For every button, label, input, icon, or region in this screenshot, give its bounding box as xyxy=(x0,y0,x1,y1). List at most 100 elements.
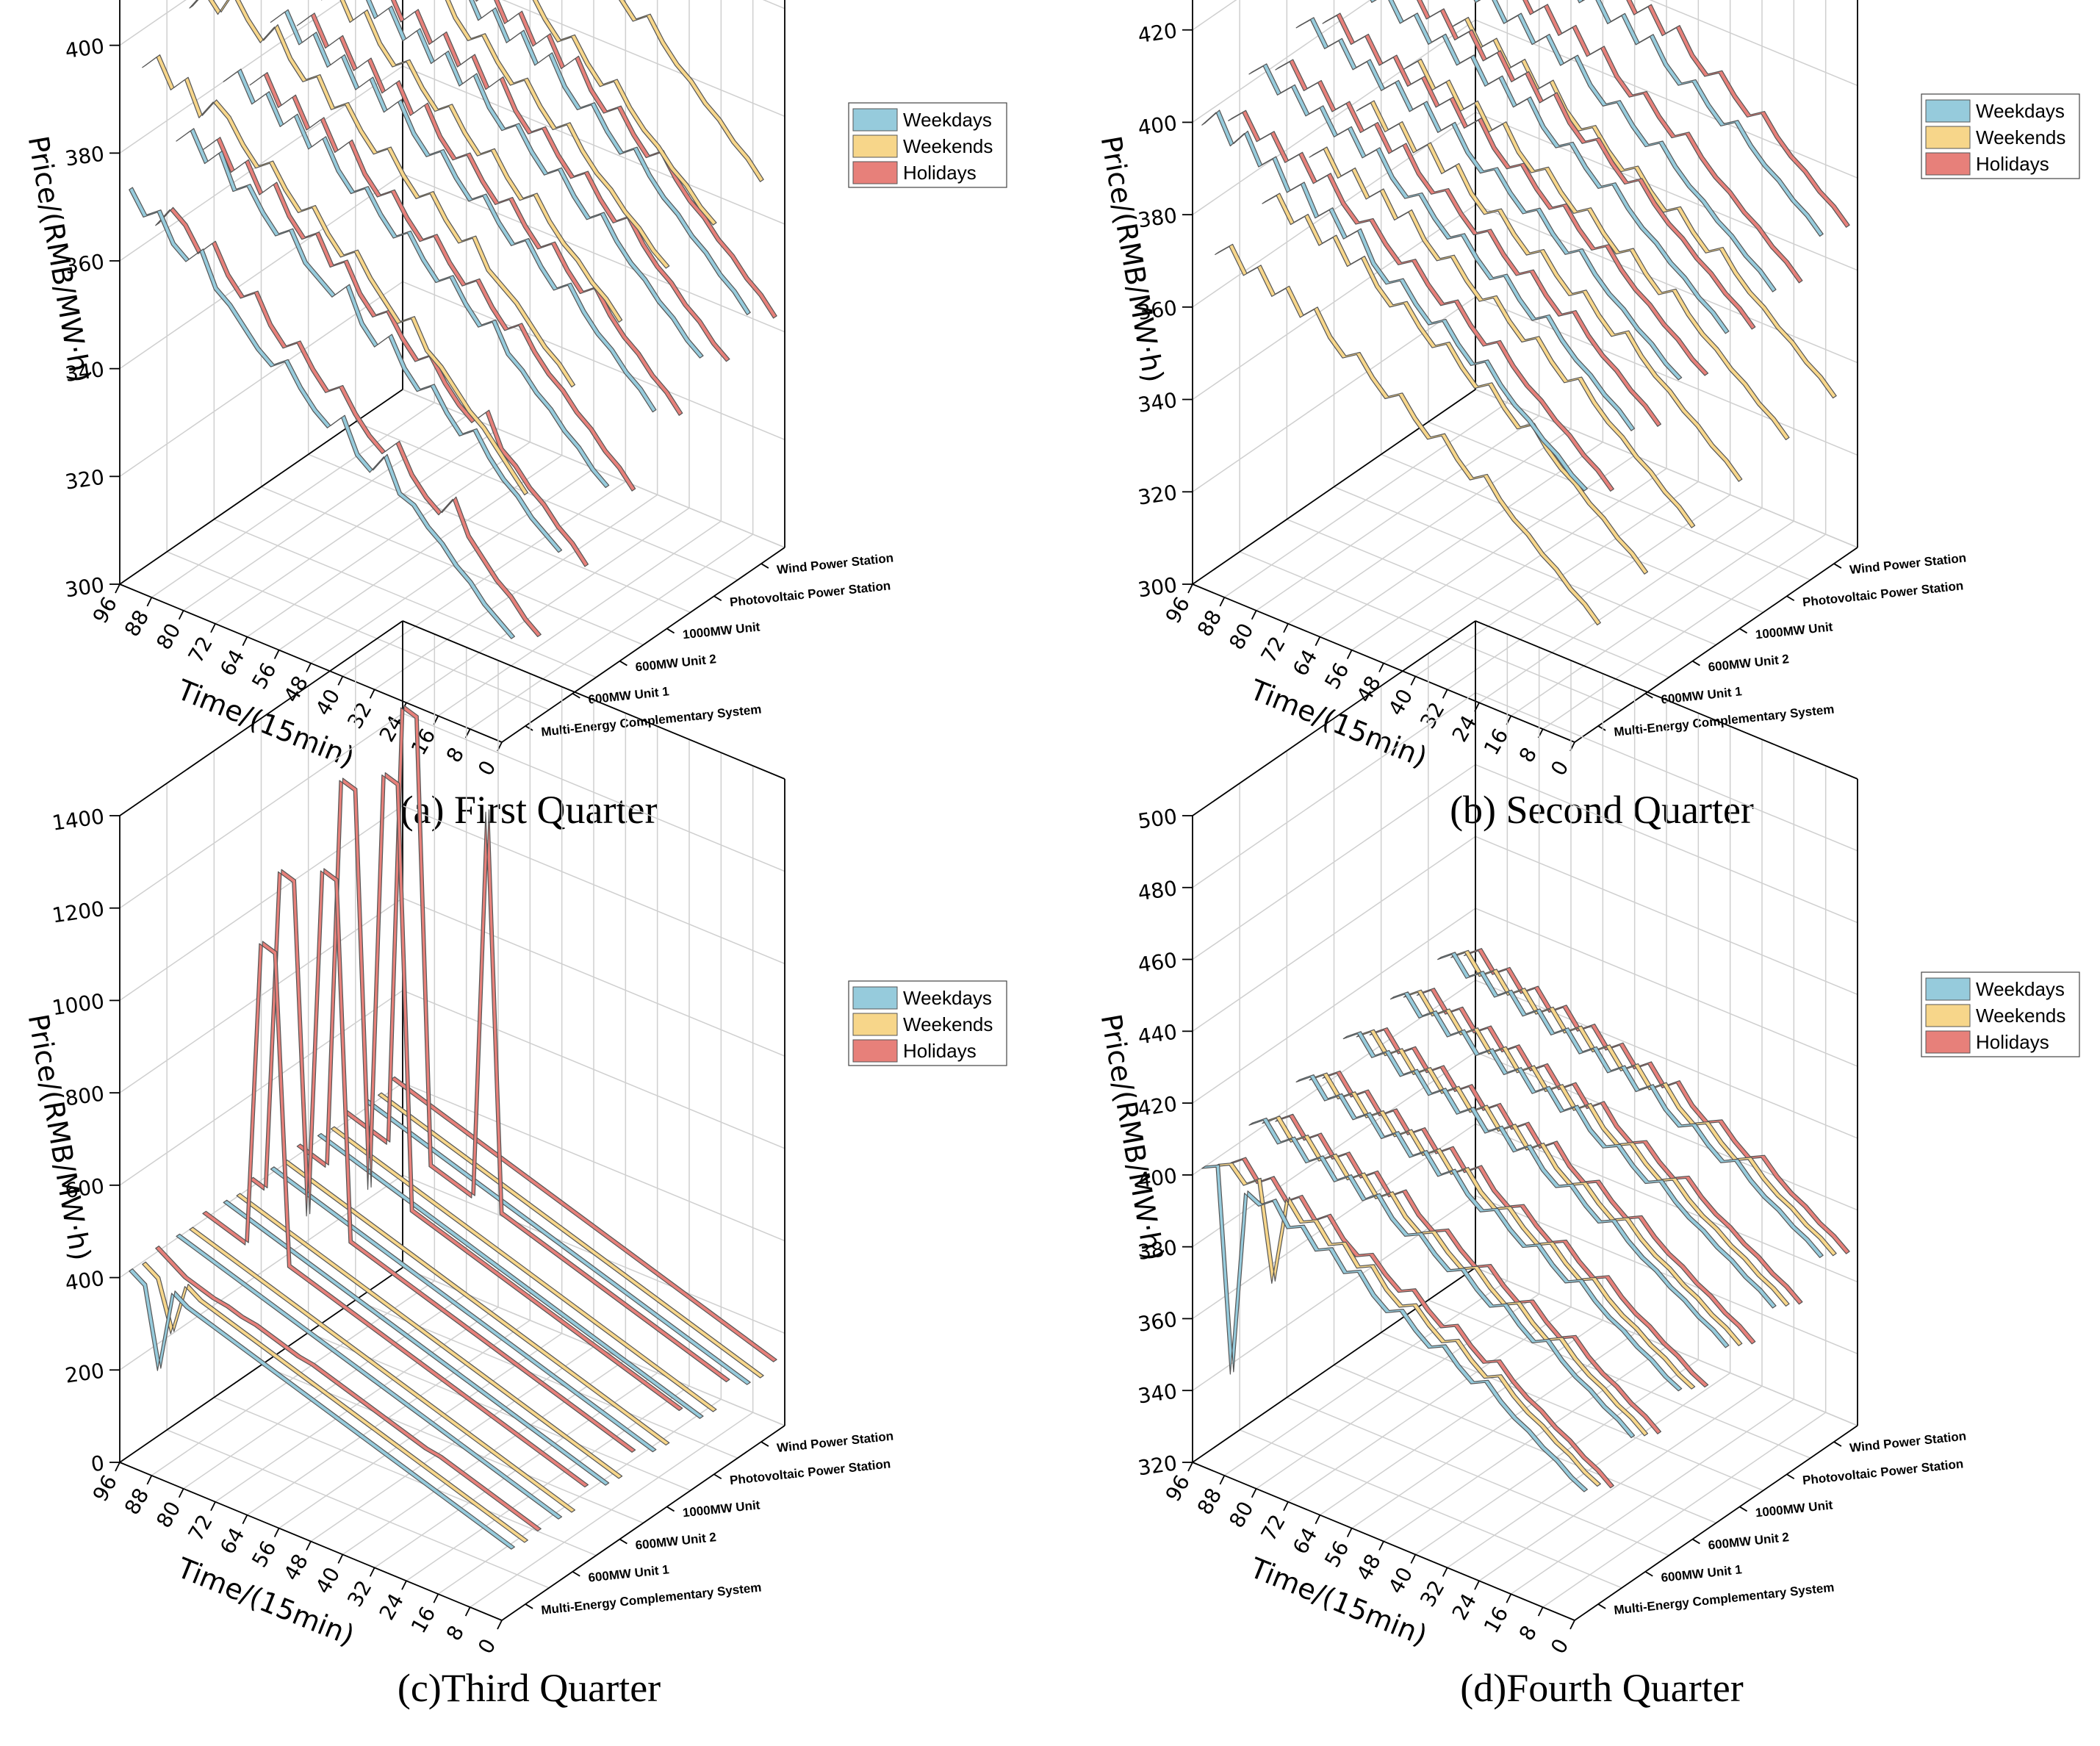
z-tick-label: 480 xyxy=(1136,876,1179,905)
legend-swatch-weekends xyxy=(1925,1004,1971,1027)
x-tick xyxy=(1410,676,1417,686)
chart-panel-2: 3003203403603804004204400816243240485664… xyxy=(1095,0,2080,832)
floor-gridline xyxy=(308,453,691,614)
ribbon-holidays-5 xyxy=(1522,0,1803,284)
x-tick xyxy=(306,663,312,672)
category-label: 600MW Unit 2 xyxy=(635,1530,717,1552)
ribbon-holidays-6 xyxy=(1463,948,1850,1254)
z-tick-label: 420 xyxy=(1136,18,1179,48)
x-tick-label: 40 xyxy=(311,1563,345,1598)
z-tick-label: 420 xyxy=(1136,1091,1179,1121)
axis-line xyxy=(402,620,785,780)
ribbon-holidays-2 xyxy=(1275,1113,1662,1434)
x-tick-label: 88 xyxy=(120,1484,154,1518)
ribbon-weekends-2 xyxy=(1262,193,1649,575)
floor-gridline xyxy=(1381,453,1763,614)
legend-swatch-weekends xyxy=(1925,126,1971,149)
x-tick-label: 16 xyxy=(1479,725,1513,759)
x-tick-label: 80 xyxy=(151,619,185,653)
x-tick xyxy=(1251,610,1257,620)
x-tick-label: 0 xyxy=(1546,756,1573,780)
legend-swatch-weekdays xyxy=(852,108,898,132)
x-tick-label: 32 xyxy=(1415,1576,1449,1611)
legend-label: Holidays xyxy=(903,162,977,184)
wall-gridline xyxy=(1475,112,1858,271)
wall-gridline xyxy=(1475,908,1858,1067)
floor-gridline xyxy=(1428,421,1811,581)
z-tick-label: 1000 xyxy=(51,989,106,1021)
ribbon-weekends-6 xyxy=(378,1092,764,1379)
x-tick-label: 16 xyxy=(406,725,440,759)
x-tick xyxy=(433,1593,439,1603)
category-label: Photovoltaic Power Station xyxy=(729,1456,891,1487)
panel-caption: (c)Third Quarter xyxy=(398,1666,661,1710)
x-tick-label: 88 xyxy=(120,606,154,640)
ribbon-weekdays-5 xyxy=(1473,0,1777,292)
legend-label: Weekends xyxy=(1976,126,2065,148)
wall-gridline xyxy=(1192,204,1476,400)
x-tick-label: 88 xyxy=(1193,1484,1226,1518)
category-tick xyxy=(1786,595,1795,602)
ribbon-holidays-3 xyxy=(1322,1070,1709,1388)
chart-panel-1: 3003203403603804004200816243240485664728… xyxy=(22,0,1007,832)
legend-swatch-holidays xyxy=(1925,1030,1971,1054)
ribbon-weekdays-1 xyxy=(1201,1164,1588,1492)
ribbon-holidays-5 xyxy=(1416,988,1803,1305)
ribbon-weekends-5 xyxy=(330,1126,717,1412)
axes: 3203403603804004204404604805000816243240… xyxy=(1136,620,1967,1658)
ribbon-weekends-4 xyxy=(445,0,670,269)
category-tick xyxy=(713,595,722,602)
wall-gridline xyxy=(1475,836,1858,996)
category-label: 600MW Unit 1 xyxy=(1661,684,1743,706)
ribbon-weekends-5 xyxy=(1403,58,1790,441)
floor-gridline xyxy=(355,421,738,581)
ribbon-holidays-1 xyxy=(155,206,542,638)
z-axis-title: Price/(RMB/MW·h) xyxy=(1095,1012,1170,1263)
floor-gridline xyxy=(1239,1429,1622,1589)
z-tick-label: 300 xyxy=(1136,572,1179,602)
category-tick xyxy=(1739,1506,1748,1512)
floor-gridline xyxy=(261,486,644,646)
ribbon-weekends-5 xyxy=(1403,989,1790,1307)
ribbon-weekends-3 xyxy=(321,0,623,323)
wall-gridline xyxy=(502,0,785,118)
x-tick xyxy=(306,1541,312,1551)
ribbon-weekends-5 xyxy=(532,0,717,226)
wall-gridline xyxy=(1192,908,1476,1104)
legend: Weekdays Weekends Holidays xyxy=(1921,93,2080,179)
x-tick xyxy=(115,1462,121,1472)
axis-line xyxy=(1192,1267,1476,1463)
ribbon-weekdays-6 xyxy=(1437,952,1824,1258)
ribbon-weekends-6 xyxy=(618,0,764,182)
ribbon-holidays-3 xyxy=(249,868,636,1453)
category-tick xyxy=(572,1570,580,1577)
wall-gridline xyxy=(1192,980,1476,1176)
category-tick xyxy=(1644,1570,1653,1577)
x-tick xyxy=(1474,1580,1480,1590)
floor-gridline xyxy=(1334,1364,1716,1524)
ribbon-holidays-5 xyxy=(390,0,730,362)
x-tick-label: 80 xyxy=(1224,1497,1258,1531)
z-tick-label: 320 xyxy=(1136,1451,1179,1480)
wall-gridline xyxy=(1649,0,1858,87)
wall-gridline xyxy=(1475,1195,1858,1354)
ribbon-weekdays-4 xyxy=(270,1166,657,1453)
wall-gridline xyxy=(119,897,403,1093)
category-label: Photovoltaic Power Station xyxy=(729,578,891,609)
axes: 3003203403603804004200816243240485664728… xyxy=(63,0,894,780)
z-tick-label: 320 xyxy=(63,465,106,495)
x-tick-label: 72 xyxy=(1256,632,1290,667)
z-tick-label: 360 xyxy=(1136,295,1179,325)
wall-gridline xyxy=(119,990,403,1186)
x-tick xyxy=(146,597,153,607)
ribbon-holidays-3 xyxy=(249,72,636,492)
category-label: Wind Power Station xyxy=(776,1429,894,1455)
ribbon-holidays-2 xyxy=(202,137,589,567)
x-tick-label: 32 xyxy=(342,698,376,733)
ribbon-weekends-4 xyxy=(1356,100,1743,482)
wall-gridline xyxy=(1475,19,1858,179)
x-tick xyxy=(1251,1488,1257,1498)
x-tick-label: 80 xyxy=(151,1497,185,1531)
category-tick xyxy=(666,628,675,634)
